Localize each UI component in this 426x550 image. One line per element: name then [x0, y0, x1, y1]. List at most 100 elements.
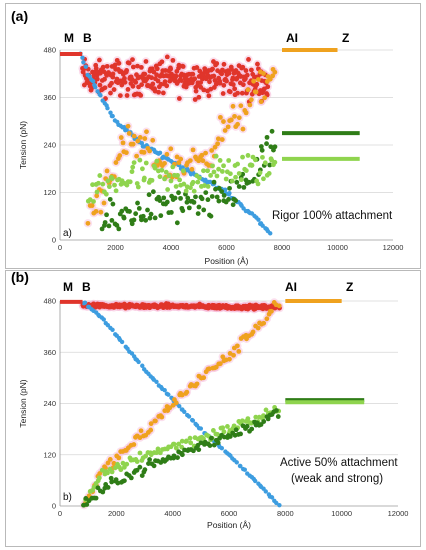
- series-red-point: [214, 61, 220, 66]
- series-red-point: [207, 79, 212, 85]
- series-light_green-point: [162, 176, 167, 182]
- series-dark_green-point: [211, 179, 217, 185]
- series-light_green-point: [170, 164, 176, 170]
- series-dark_green-point: [184, 199, 190, 205]
- series-light_green-point: [179, 438, 185, 444]
- series-orange-point: [245, 87, 251, 93]
- series-blue-point: [242, 467, 247, 472]
- series-blue-point: [105, 322, 111, 328]
- x-tick-label: 2000: [107, 243, 124, 252]
- series-light_green-point: [135, 184, 141, 190]
- panel-a-chart: 0 120 240 360 480 0 2000 4000 6000 8000 10000 12000…: [11, 8, 403, 266]
- series-red-point: [150, 81, 156, 87]
- series-red-point: [224, 78, 229, 84]
- series-light_green-point: [91, 484, 97, 490]
- series-blue-point: [277, 502, 282, 508]
- panel-b-chart: 0 120 240 360 480 0 2000 4000 6000 8000 10000 12000…: [11, 269, 409, 530]
- x-tick-label: 4000: [164, 509, 181, 518]
- panel-label: (b): [11, 269, 29, 285]
- series-light_green-point: [240, 154, 245, 160]
- y-tick-label: 480: [43, 46, 56, 55]
- series-light_green-point: [213, 153, 219, 159]
- series-orange-point: [232, 113, 237, 119]
- series-red-point: [235, 90, 240, 96]
- series-light_green-point: [183, 188, 189, 194]
- series-orange-point: [134, 153, 140, 159]
- series-blue-point: [256, 217, 261, 222]
- series-dark_green-point: [105, 485, 111, 490]
- series-dark_green-point: [148, 211, 154, 217]
- series-red-point: [242, 76, 248, 82]
- series-blue-point: [177, 403, 182, 409]
- series-dark_green-point: [221, 193, 227, 198]
- series-orange-point: [117, 153, 123, 158]
- series-dark_green-point: [196, 447, 202, 453]
- series-dark_green-point: [249, 426, 255, 432]
- series-dark_green-point: [147, 457, 152, 462]
- series-light_green-point: [231, 423, 237, 429]
- series-light_green-point: [214, 173, 220, 179]
- series-blue-point: [80, 55, 85, 60]
- series-orange-point: [137, 435, 143, 441]
- series-red-point: [155, 78, 161, 84]
- series-red-point: [206, 93, 212, 99]
- series-dark_green-point: [142, 467, 148, 473]
- series-orange-point: [196, 158, 202, 164]
- series-dark_green-point: [203, 190, 209, 196]
- series-red-point: [104, 63, 110, 69]
- series-red-point: [164, 83, 170, 89]
- series-orange-point: [267, 76, 273, 82]
- y-tick-label: 360: [43, 348, 56, 357]
- series-dark_green-point: [119, 208, 125, 214]
- series-dark_green-point: [99, 226, 105, 232]
- series-red-point: [176, 96, 182, 101]
- series-blue-point: [166, 392, 171, 397]
- series-orange-point: [142, 136, 148, 141]
- series-orange-point: [276, 303, 282, 309]
- x-tick-label: 8000: [277, 509, 294, 518]
- series-blue-point: [268, 231, 273, 236]
- series-dark_green-point: [234, 179, 240, 185]
- series-dark_green-point: [168, 210, 174, 215]
- series-dark_green-point: [134, 467, 140, 473]
- series-red-point: [125, 86, 131, 92]
- y-tick-label: 240: [43, 399, 56, 408]
- series-light_green-point: [171, 441, 177, 447]
- series-light_green-point: [225, 424, 230, 429]
- series-red-point: [192, 97, 198, 102]
- series-orange-point: [215, 141, 221, 147]
- series-orange-point: [97, 471, 103, 476]
- series-orange-point: [269, 308, 274, 314]
- series-dark_green-point: [274, 408, 279, 413]
- series-light_green-point: [195, 179, 201, 185]
- series-red-point: [116, 60, 122, 66]
- series-blue-point: [269, 495, 275, 500]
- series-dark_green-point: [150, 189, 156, 195]
- region-label-m: M: [64, 31, 74, 45]
- series-red-point: [180, 64, 186, 69]
- series-orange-point: [209, 148, 215, 153]
- series-dark_green-point: [176, 190, 181, 196]
- series-orange-point: [89, 203, 95, 208]
- series-dark_green-point: [267, 162, 273, 168]
- series-dark_green-point: [268, 144, 274, 150]
- series-red-point: [158, 81, 164, 87]
- series-orange-point: [218, 114, 223, 120]
- series-light_green-point: [165, 187, 171, 192]
- series-light_green-point: [143, 453, 149, 459]
- series-red-point: [126, 60, 132, 66]
- series-orange-point: [200, 158, 206, 164]
- series-dark_green-point: [131, 217, 137, 223]
- series-light_green-point: [205, 184, 211, 189]
- series-orange-point: [248, 97, 254, 103]
- series-orange-point: [85, 220, 91, 226]
- series-red-point: [122, 76, 127, 81]
- series-red-point: [210, 66, 215, 72]
- series-blue-point: [110, 113, 115, 119]
- series-dark_green-point: [214, 194, 220, 200]
- series-red-point: [138, 64, 144, 70]
- series-light_green-point: [168, 178, 174, 184]
- series-light_green-point: [243, 168, 249, 174]
- x-tick-label: 12000: [388, 509, 409, 518]
- series-orange-point: [272, 69, 278, 75]
